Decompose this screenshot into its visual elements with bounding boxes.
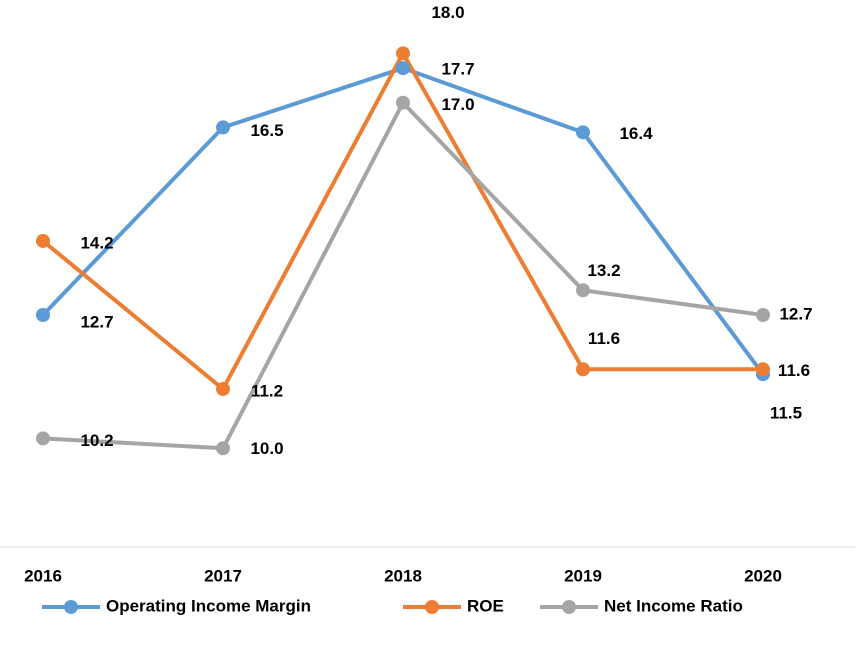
x-tick-label: 2020	[744, 566, 782, 585]
series-line	[42, 100, 764, 451]
legend-label: ROE	[467, 596, 504, 615]
data-label: 14.2	[80, 233, 113, 252]
data-point	[576, 283, 590, 298]
data-label: 13.2	[587, 261, 620, 280]
data-label: 16.5	[250, 121, 283, 140]
data-label: 11.2	[251, 382, 283, 401]
data-point	[36, 233, 50, 248]
data-label: 10.2	[80, 431, 113, 450]
data-label: 12.7	[80, 312, 113, 331]
data-label: 11.6	[588, 329, 620, 348]
x-tick-label: 2018	[384, 566, 422, 585]
legend-label: Operating Income Margin	[106, 596, 311, 615]
data-point	[396, 61, 410, 76]
data-point	[216, 120, 230, 135]
data-point	[756, 362, 770, 377]
data-point	[216, 441, 230, 456]
x-tick-label: 2019	[564, 566, 602, 585]
legend-label: Net Income Ratio	[604, 596, 743, 615]
data-label: 18.0	[431, 3, 464, 22]
data-label: 11.6	[778, 361, 810, 380]
legend-marker	[64, 600, 78, 614]
data-point	[576, 125, 590, 140]
x-tick-label: 2016	[24, 566, 62, 585]
data-point	[396, 46, 410, 61]
x-tick-label: 2017	[204, 566, 242, 585]
data-label: 10.0	[250, 439, 283, 458]
legend-marker	[425, 600, 439, 614]
data-label: 12.7	[779, 304, 812, 323]
data-point	[216, 382, 230, 397]
data-point	[396, 95, 410, 110]
data-point	[576, 362, 590, 377]
legend-marker	[562, 600, 576, 614]
data-label: 17.0	[441, 95, 474, 114]
data-point	[756, 307, 770, 322]
data-label: 16.4	[619, 124, 653, 143]
data-point	[36, 431, 50, 446]
data-label: 11.5	[770, 404, 802, 423]
data-point	[36, 307, 50, 322]
data-label: 17.7	[441, 60, 474, 79]
